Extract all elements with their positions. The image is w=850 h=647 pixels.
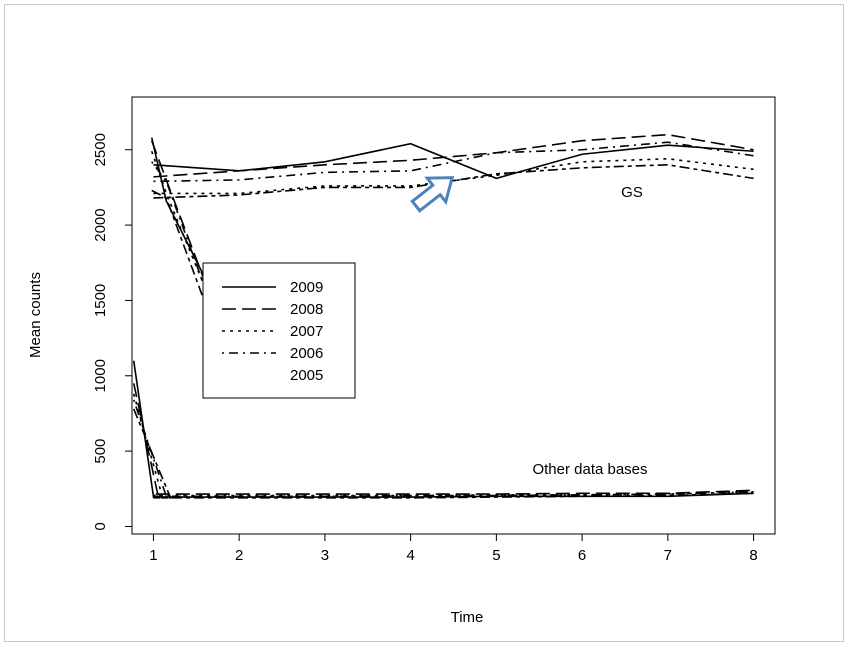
gs-series-2006	[153, 141, 754, 183]
other-series-2006	[132, 399, 754, 498]
legend-label: 2006	[290, 345, 323, 362]
other-databases-annotation: Other data bases	[532, 461, 647, 478]
legend-label: 2005	[290, 367, 323, 384]
x-tick-label: 1	[149, 547, 157, 564]
arrow-icon	[410, 176, 455, 213]
gs-series-2007	[153, 157, 754, 195]
x-tick-label: 5	[492, 547, 500, 564]
x-axis-label: Time	[451, 609, 484, 626]
drop-series-2008	[150, 140, 228, 339]
y-tick-label: 0	[92, 522, 109, 530]
gs-annotation: GS	[621, 184, 643, 201]
arrow-shape	[410, 176, 455, 213]
y-tick-label: 2500	[92, 133, 109, 166]
legend-label: 2008	[290, 301, 323, 318]
plot-area-border	[131, 96, 776, 535]
legend-label: 2007	[290, 323, 323, 340]
x-tick-label: 4	[406, 547, 414, 564]
y-axis-label: Mean counts	[27, 272, 44, 358]
gs-series-2005	[153, 164, 754, 199]
y-tick-label: 2000	[92, 208, 109, 241]
figure-frame	[4, 4, 844, 642]
y-tick-label: 500	[92, 439, 109, 464]
y-tick-label: 1000	[92, 359, 109, 392]
gs-series-2008	[153, 133, 754, 178]
legend-box	[202, 262, 356, 399]
other-series-2005	[132, 408, 754, 499]
x-tick-label: 8	[749, 547, 757, 564]
axes: 1 2 3 4 5 6 7 8 0 500 1000 1500 2000 2500	[92, 133, 758, 564]
x-tick-label: 3	[321, 547, 329, 564]
legend: 2009 2008 2007 2006 2005	[202, 262, 356, 399]
drop-series-2006	[151, 161, 233, 361]
x-tick-label: 2	[235, 547, 243, 564]
other-series-2007	[132, 393, 754, 497]
other-series-2008	[132, 383, 754, 495]
y-tick-label: 1500	[92, 284, 109, 317]
x-tick-label: 6	[578, 547, 586, 564]
legend-label: 2009	[290, 279, 323, 296]
x-tick-label: 7	[664, 547, 672, 564]
